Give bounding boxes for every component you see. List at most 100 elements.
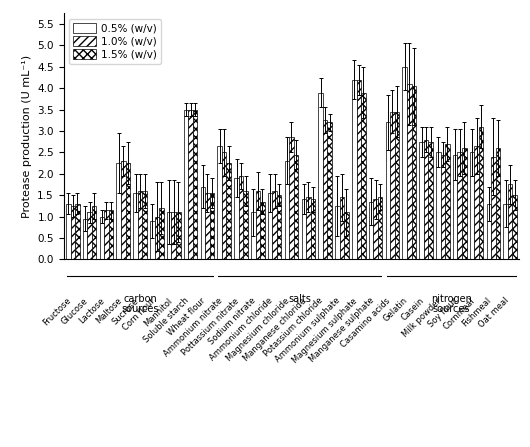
Bar <box>222 152 226 259</box>
Bar <box>424 139 428 259</box>
Bar <box>70 206 75 259</box>
Bar <box>470 152 474 259</box>
Bar <box>193 110 197 259</box>
Text: Glucose: Glucose <box>59 296 90 326</box>
Bar <box>335 206 340 259</box>
Text: Milk powder: Milk powder <box>401 296 443 338</box>
Bar <box>83 219 87 259</box>
Bar <box>92 206 96 259</box>
Bar <box>188 110 193 259</box>
Bar <box>513 195 517 259</box>
Bar <box>126 163 130 259</box>
Bar <box>378 197 383 259</box>
Bar <box>217 146 222 259</box>
Bar <box>268 193 272 259</box>
Text: Wheat flour: Wheat flour <box>166 296 207 337</box>
Bar <box>205 193 210 259</box>
Bar <box>66 204 70 259</box>
Legend: 0.5% (w/v), 1.0% (w/v), 1.5% (w/v): 0.5% (w/v), 1.0% (w/v), 1.5% (w/v) <box>69 19 161 64</box>
Bar <box>251 212 255 259</box>
Text: Lactose: Lactose <box>77 296 107 325</box>
Bar <box>445 144 449 259</box>
Text: carbon
sources: carbon sources <box>121 294 159 315</box>
Bar <box>167 212 172 259</box>
Text: salts: salts <box>288 294 311 304</box>
Bar <box>117 163 121 259</box>
Text: nitrogen
sources: nitrogen sources <box>431 294 472 315</box>
Bar <box>184 110 188 259</box>
Bar <box>255 191 260 259</box>
Bar <box>150 221 155 259</box>
Bar <box>369 202 373 259</box>
Bar <box>289 137 294 259</box>
Text: Manganese sulphate: Manganese sulphate <box>307 296 376 364</box>
Bar <box>487 204 491 259</box>
Bar <box>390 112 395 259</box>
Bar <box>457 152 462 259</box>
Bar <box>344 212 349 259</box>
Bar <box>285 161 289 259</box>
Text: Potassium chloride: Potassium chloride <box>262 296 325 359</box>
Text: Casein: Casein <box>400 296 426 323</box>
Bar <box>226 163 231 259</box>
Text: Ammonium sulphate: Ammonium sulphate <box>273 296 342 364</box>
Bar <box>436 152 440 259</box>
Bar <box>323 120 328 259</box>
Bar <box>243 191 248 259</box>
Text: Magnesium sulphate: Magnesium sulphate <box>290 296 359 365</box>
Bar <box>508 185 513 259</box>
Text: Fishmeal: Fishmeal <box>461 296 493 329</box>
Text: Ammonium nitrate: Ammonium nitrate <box>162 296 224 358</box>
Bar <box>311 199 315 259</box>
Text: Pottassium nitrate: Pottassium nitrate <box>180 296 241 357</box>
Bar <box>402 67 407 259</box>
Bar <box>352 80 357 259</box>
Text: Ammonium chloride: Ammonium chloride <box>208 296 275 363</box>
Bar <box>453 155 457 259</box>
Bar <box>440 155 445 259</box>
Bar <box>75 204 80 259</box>
Bar <box>496 148 500 259</box>
Bar <box>491 156 496 259</box>
Text: Magnesium chloride: Magnesium chloride <box>225 296 292 363</box>
Bar <box>104 210 109 259</box>
Bar <box>121 161 126 259</box>
Bar <box>357 80 361 259</box>
Bar <box>134 193 138 259</box>
Bar <box>504 204 508 259</box>
Text: Sucrose: Sucrose <box>110 296 140 326</box>
Bar <box>395 112 399 259</box>
Bar <box>479 127 483 259</box>
Bar <box>234 178 239 259</box>
Bar <box>87 212 92 259</box>
Bar <box>260 202 264 259</box>
Text: Maltose: Maltose <box>94 296 123 326</box>
Bar <box>155 216 159 259</box>
Bar <box>428 142 433 259</box>
Bar <box>200 186 205 259</box>
Text: Sodium nitrate: Sodium nitrate <box>207 296 258 346</box>
Bar <box>373 199 378 259</box>
Bar <box>361 93 366 259</box>
Bar <box>474 146 479 259</box>
Text: Manganese chloride: Manganese chloride <box>242 296 308 363</box>
Bar <box>319 93 323 259</box>
Bar <box>272 191 277 259</box>
Bar <box>306 197 311 259</box>
Bar <box>419 142 424 259</box>
Text: Gelatin: Gelatin <box>382 296 409 324</box>
Text: Oat meal: Oat meal <box>476 296 510 330</box>
Y-axis label: Protease production (U mL⁻¹): Protease production (U mL⁻¹) <box>22 55 32 218</box>
Bar <box>109 210 113 259</box>
Bar <box>294 155 298 259</box>
Text: Soy flour: Soy flour <box>427 296 460 329</box>
Bar <box>462 148 466 259</box>
Bar <box>138 191 143 259</box>
Text: Corn flour: Corn flour <box>121 296 157 332</box>
Bar <box>143 191 147 259</box>
Bar <box>172 212 176 259</box>
Text: Mannitol: Mannitol <box>142 296 174 328</box>
Bar <box>340 197 344 259</box>
Bar <box>411 86 416 259</box>
Bar <box>210 193 214 259</box>
